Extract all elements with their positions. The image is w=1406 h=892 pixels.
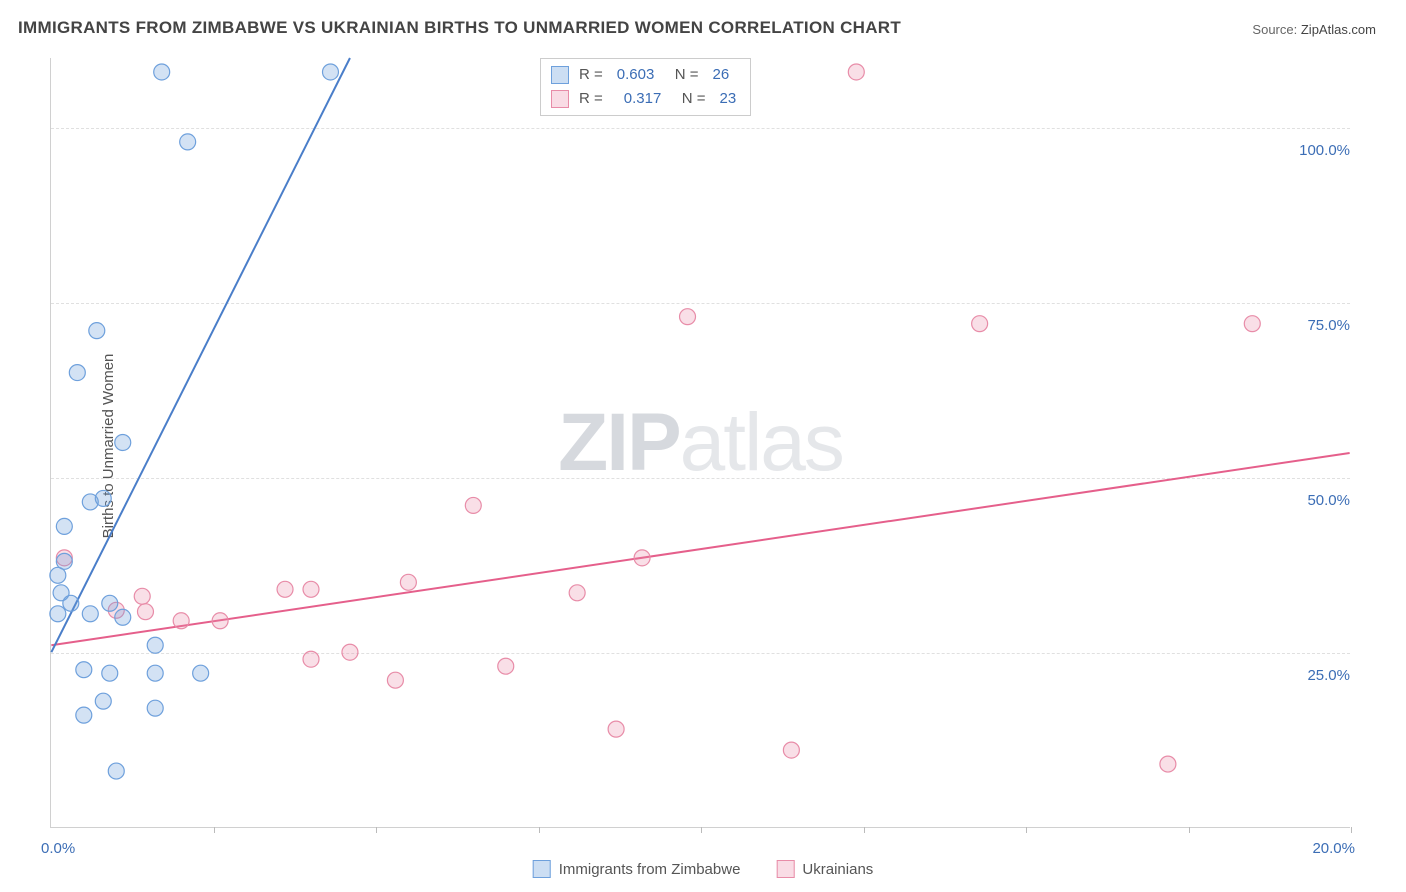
watermark-zip: ZIP (558, 397, 680, 488)
blue-point (102, 595, 118, 611)
n-label: N = (675, 63, 699, 87)
blue-point (115, 609, 131, 625)
pink-point (783, 742, 799, 758)
watermark-atlas: atlas (680, 397, 843, 488)
x-axis-min-label: 0.0% (41, 840, 75, 857)
blue-point (108, 763, 124, 779)
gridline-h (51, 653, 1350, 654)
blue-point (89, 323, 105, 339)
pink-point (212, 613, 228, 629)
pink-point (465, 497, 481, 513)
x-tick-mark (539, 827, 540, 833)
blue-point (56, 553, 72, 569)
x-tick-mark (214, 827, 215, 833)
blue-point (50, 606, 66, 622)
pink-point (108, 602, 124, 618)
n-value-pink: 23 (720, 87, 737, 111)
x-tick-mark (864, 827, 865, 833)
blue-point (102, 665, 118, 681)
blue-point (147, 665, 163, 681)
pink-point (498, 658, 514, 674)
blue-point (63, 595, 79, 611)
blue-point (82, 494, 98, 510)
correlation-chart: IMMIGRANTS FROM ZIMBABWE VS UKRAINIAN BI… (0, 0, 1406, 892)
legend-item-pink: Ukrainians (776, 860, 873, 878)
x-axis-max-label: 20.0% (1312, 840, 1355, 857)
blue-point (154, 64, 170, 80)
pink-point (1244, 316, 1260, 332)
r-label: R = (579, 63, 603, 87)
pink-trendline (51, 453, 1349, 645)
n-value-blue: 26 (713, 63, 730, 87)
blue-point (115, 435, 131, 451)
swatch-blue (551, 66, 569, 84)
pink-point (972, 316, 988, 332)
x-tick-mark (376, 827, 377, 833)
source-label: Source: (1252, 22, 1297, 37)
plot-area: ZIPatlas 25.0%50.0%75.0%100.0% 0.0% 20.0… (50, 58, 1350, 828)
blue-point (95, 693, 111, 709)
pink-point (400, 574, 416, 590)
source-value: ZipAtlas.com (1301, 22, 1376, 37)
pink-point (569, 585, 585, 601)
pink-point (134, 588, 150, 604)
gridline-h (51, 128, 1350, 129)
blue-point (56, 518, 72, 534)
swatch-blue (533, 860, 551, 878)
series-legend: Immigrants from Zimbabwe Ukrainians (533, 860, 874, 878)
pink-point (608, 721, 624, 737)
blue-point (76, 662, 92, 678)
x-tick-mark (701, 827, 702, 833)
pink-point (137, 604, 153, 620)
blue-point (95, 490, 111, 506)
blue-point (147, 637, 163, 653)
blue-point (180, 134, 196, 150)
pink-point (56, 550, 72, 566)
r-label: R = (579, 87, 603, 111)
blue-point (82, 606, 98, 622)
blue-point (76, 707, 92, 723)
chart-title: IMMIGRANTS FROM ZIMBABWE VS UKRAINIAN BI… (18, 18, 901, 38)
blue-point (69, 365, 85, 381)
pink-point (680, 309, 696, 325)
pink-point (387, 672, 403, 688)
r-value-pink: 0.317 (624, 87, 672, 111)
pink-point (277, 581, 293, 597)
pink-point (303, 581, 319, 597)
x-tick-mark (1026, 827, 1027, 833)
n-label: N = (682, 87, 706, 111)
source-attribution: Source: ZipAtlas.com (1252, 22, 1376, 37)
correlation-legend: R = 0.603 N = 26 R = 0.317 N = 23 (540, 58, 751, 116)
legend-row-pink: R = 0.317 N = 23 (551, 87, 736, 111)
blue-point (193, 665, 209, 681)
y-tick-label: 25.0% (1305, 667, 1352, 684)
legend-label-blue: Immigrants from Zimbabwe (559, 861, 741, 878)
gridline-h (51, 478, 1350, 479)
y-tick-label: 75.0% (1305, 317, 1352, 334)
scatter-svg (51, 58, 1350, 827)
blue-point (322, 64, 338, 80)
legend-label-pink: Ukrainians (802, 861, 873, 878)
blue-trendline (51, 58, 350, 652)
gridline-h (51, 303, 1350, 304)
pink-point (634, 550, 650, 566)
pink-point (173, 613, 189, 629)
watermark: ZIPatlas (558, 396, 843, 490)
y-tick-label: 100.0% (1297, 142, 1352, 159)
blue-point (50, 567, 66, 583)
y-tick-label: 50.0% (1305, 492, 1352, 509)
blue-point (53, 585, 69, 601)
pink-point (848, 64, 864, 80)
x-tick-mark (1189, 827, 1190, 833)
swatch-pink (551, 90, 569, 108)
r-value-blue: 0.603 (617, 63, 665, 87)
blue-point (147, 700, 163, 716)
legend-row-blue: R = 0.603 N = 26 (551, 63, 736, 87)
x-tick-mark (1351, 827, 1352, 833)
pink-point (1160, 756, 1176, 772)
legend-item-blue: Immigrants from Zimbabwe (533, 860, 741, 878)
swatch-pink (776, 860, 794, 878)
